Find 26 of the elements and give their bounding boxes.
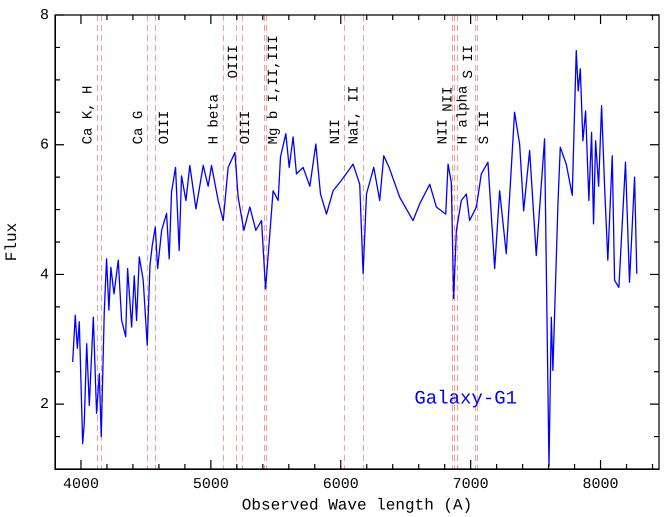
ref-line-label: OIII — [156, 110, 173, 144]
ref-line-label: NII — [440, 86, 456, 112]
ref-line-label: Ca G — [130, 110, 147, 144]
y-tick-label: 6 — [40, 136, 49, 154]
x-tick-label: 8000 — [582, 476, 619, 493]
ref-line-label: Ca K, H — [80, 86, 96, 144]
ref-line-label: NaI, II — [346, 86, 363, 144]
ref-line-label: NII — [436, 119, 452, 144]
ref-line-label: NII — [328, 119, 344, 144]
ref-line-label: OIII — [226, 44, 242, 79]
ref-line-label: Mg b I,II,III — [266, 35, 282, 144]
x-tick-label: 4000 — [62, 476, 99, 493]
x-tick-label: 5000 — [192, 476, 229, 493]
ref-line-label: S II — [476, 110, 493, 144]
x-tick-label: 6000 — [322, 476, 359, 493]
x-axis-title: Observed Wave length (A) — [242, 496, 472, 515]
ref-line-label: S II — [460, 44, 477, 79]
y-tick-label: 8 — [40, 6, 49, 24]
y-tick-label: 2 — [40, 396, 49, 414]
ref-line-label: OIII — [238, 110, 254, 144]
y-axis-title: Flux — [2, 222, 21, 262]
ref-line-label: H alpha — [455, 86, 472, 144]
annotation: Galaxy-G1 — [414, 388, 518, 410]
ref-line-label: H beta — [206, 94, 223, 144]
y-tick-label: 4 — [40, 266, 49, 284]
x-tick-label: 7000 — [452, 476, 489, 493]
